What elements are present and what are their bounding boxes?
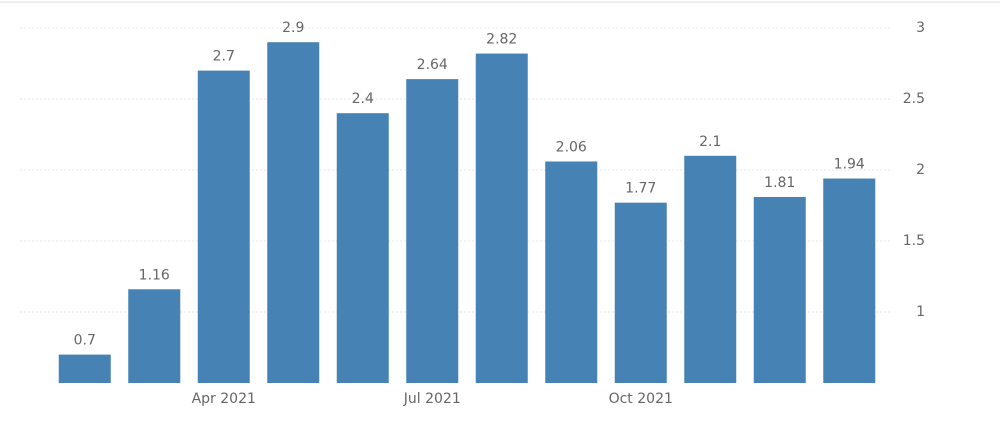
value-label: 1.16 xyxy=(139,267,170,283)
bar xyxy=(336,113,389,383)
value-label: 1.77 xyxy=(625,181,656,197)
x-tick-label: Jul 2021 xyxy=(403,391,461,407)
bar xyxy=(614,202,667,383)
value-label: 1.81 xyxy=(764,175,795,191)
value-label: 2.06 xyxy=(556,139,587,155)
y-tick-label: 2 xyxy=(916,162,925,178)
bar xyxy=(545,161,598,383)
value-label: 0.7 xyxy=(74,333,96,349)
y-tick-label: 1.5 xyxy=(903,233,925,249)
bar xyxy=(58,354,111,383)
bar xyxy=(823,178,876,383)
value-label: 2.9 xyxy=(282,20,304,36)
value-label: 1.94 xyxy=(834,157,865,173)
bar xyxy=(406,79,459,384)
y-tick-label: 1 xyxy=(916,304,925,320)
value-label: 2.82 xyxy=(486,32,517,48)
bar xyxy=(684,155,737,383)
value-label: 2.4 xyxy=(352,91,374,107)
value-label: 2.7 xyxy=(213,49,235,65)
x-tick-label: Oct 2021 xyxy=(609,391,673,407)
bar xyxy=(753,196,806,383)
bar xyxy=(128,289,181,383)
x-tick-label: Apr 2021 xyxy=(192,391,256,407)
bar xyxy=(475,53,528,384)
y-tick-label: 2.5 xyxy=(903,91,925,107)
bar xyxy=(267,42,320,383)
y-tick-label: 3 xyxy=(916,20,925,36)
value-label: 2.1 xyxy=(699,134,721,150)
value-label: 2.64 xyxy=(417,57,448,73)
bar xyxy=(197,70,250,383)
